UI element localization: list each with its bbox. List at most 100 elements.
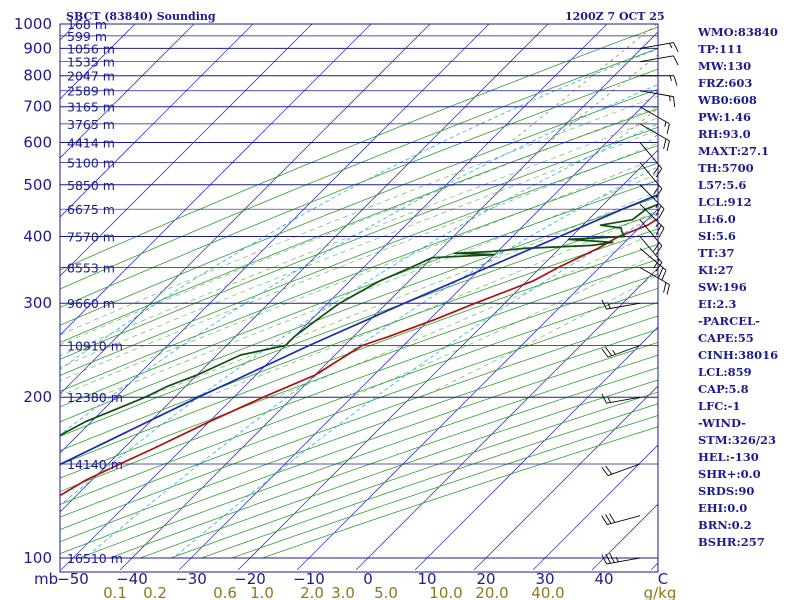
- height-label: 5100 m: [67, 156, 115, 171]
- wind-barb: [601, 299, 641, 310]
- pressure-tick-label: 300: [23, 294, 52, 312]
- mixing-ratio-label: 40.0: [531, 584, 564, 600]
- index-item: -WIND-: [698, 416, 746, 430]
- isotherm-line: [60, 24, 608, 571]
- temperature-tick-label: 10: [417, 570, 436, 588]
- mixing-ratio-label: 0.1: [103, 584, 127, 600]
- index-item: FRZ:603: [698, 76, 753, 90]
- temperature-tick-label: 0: [363, 570, 373, 588]
- isotherm-line: [0, 13, 28, 570]
- temperature-tick-label: −20: [234, 570, 266, 588]
- index-item: -PARCEL-: [698, 314, 760, 328]
- height-label: 7570 m: [67, 229, 115, 244]
- dry-adiabat-line: [60, 68, 658, 308]
- isotherm-line: [414, 326, 658, 571]
- height-label: 1056 m: [67, 41, 115, 56]
- index-item: SHR+:0.0: [698, 467, 761, 481]
- wind-barb: [639, 123, 670, 152]
- height-label: 14140 m: [67, 457, 123, 472]
- index-item: LFC:-1: [698, 399, 741, 413]
- temperature-tick-label: 30: [535, 570, 554, 588]
- dry-adiabat-line: [60, 212, 658, 437]
- wind-barb: [601, 345, 641, 358]
- pressure-tick-label: 600: [23, 133, 52, 151]
- parcel-profile-line: [60, 193, 658, 466]
- dry-adiabat-line: [60, 315, 658, 531]
- mixing-ratio-label: 2.0: [300, 584, 324, 600]
- wind-barb: [639, 55, 679, 66]
- index-item: WB0:608: [698, 93, 757, 107]
- dry-adiabat-line: [60, 26, 658, 271]
- dry-adiabat-line: [60, 287, 658, 505]
- index-item: MAXT:27.1: [698, 144, 769, 158]
- index-item: LCL:912: [698, 195, 752, 209]
- dry-adiabat-line: [60, 88, 658, 326]
- height-label: 16510 m: [67, 551, 123, 566]
- height-label: 12380 m: [67, 390, 123, 405]
- height-label: 9660 m: [67, 296, 115, 311]
- height-label: 3165 m: [67, 100, 115, 115]
- index-item: KI:27: [698, 263, 734, 277]
- chart-title: SBCT (83840) Sounding: [66, 10, 216, 23]
- dry-adiabat-line: [60, 341, 658, 555]
- dry-adiabat-line: [60, 196, 658, 423]
- isotherm-line: [60, 24, 490, 454]
- mixing-ratio-label: 20.0: [475, 584, 508, 600]
- index-item: WMO:83840: [698, 25, 778, 39]
- dry-adiabat-line: [60, 47, 658, 290]
- chart-datetime: 1200Z 7 OCT 25: [565, 10, 665, 23]
- moist-adiabat-line: [275, 230, 658, 398]
- index-item: TH:5700: [698, 161, 754, 175]
- isotherm-line: [119, 31, 658, 571]
- wind-barb: [639, 267, 670, 295]
- index-item: EI:2.3: [698, 297, 737, 311]
- wind-barb: [639, 248, 667, 281]
- index-item: LCL:859: [698, 365, 752, 379]
- index-item: HEL:-130: [698, 450, 759, 464]
- wind-barb: [640, 75, 678, 86]
- pressure-unit-label: mb: [34, 570, 58, 588]
- dry-adiabat-line: [60, 228, 658, 452]
- dewpoint-profile-line: [60, 203, 658, 437]
- temperature-tick-label: C: [658, 570, 668, 588]
- mixing-ratio-label: 0.2: [143, 584, 167, 600]
- dry-adiabat-line: [60, 162, 658, 392]
- isotherm-line: [60, 24, 372, 336]
- pressure-tick-label: 1000: [14, 15, 52, 33]
- height-label: 8553 m: [67, 260, 115, 275]
- profile-layer: [60, 193, 658, 497]
- wind-barb: [601, 463, 641, 477]
- wind-barb: [601, 552, 641, 565]
- grid-layer: [0, 13, 658, 571]
- moist-adiabat-line: [60, 142, 658, 382]
- pressure-tick-label: 800: [23, 67, 52, 85]
- index-item: TP:111: [698, 42, 744, 56]
- temperature-tick-label: 40: [594, 570, 613, 588]
- mixing-ratio-label: 5.0: [374, 584, 398, 600]
- index-item: CINH:38016: [698, 348, 779, 362]
- dry-adiabat-line: [60, 108, 658, 343]
- isotherm-line: [178, 90, 658, 571]
- moist-adiabat-line: [60, 157, 658, 397]
- mixing-ratio-label: 1.0: [250, 584, 274, 600]
- height-label: 2589 m: [67, 84, 115, 99]
- temperature-tick-label: −50: [57, 570, 89, 588]
- mixing-ratio-line: [510, 24, 657, 143]
- index-item: EHI:0.0: [698, 501, 748, 515]
- moist-adiabat-line: [205, 210, 658, 398]
- temperature-profile-line: [60, 217, 658, 497]
- wind-barb: [601, 513, 641, 525]
- index-item: BSHR:257: [698, 535, 765, 549]
- mixing-ratio-label: 0.6: [213, 584, 237, 600]
- mixing-ratio-label: 10.0: [429, 584, 462, 600]
- index-item: TT:37: [698, 246, 735, 260]
- index-item: CAP:5.8: [698, 382, 749, 396]
- height-label: 4414 m: [67, 135, 115, 150]
- dry-adiabat-line: [60, 145, 658, 376]
- isotherm-line: [473, 385, 658, 571]
- isotherm-line: [60, 24, 195, 159]
- wetbulb-guide: [60, 84, 658, 436]
- height-label: 3765 m: [67, 117, 115, 132]
- index-item: SRDS:90: [698, 484, 755, 498]
